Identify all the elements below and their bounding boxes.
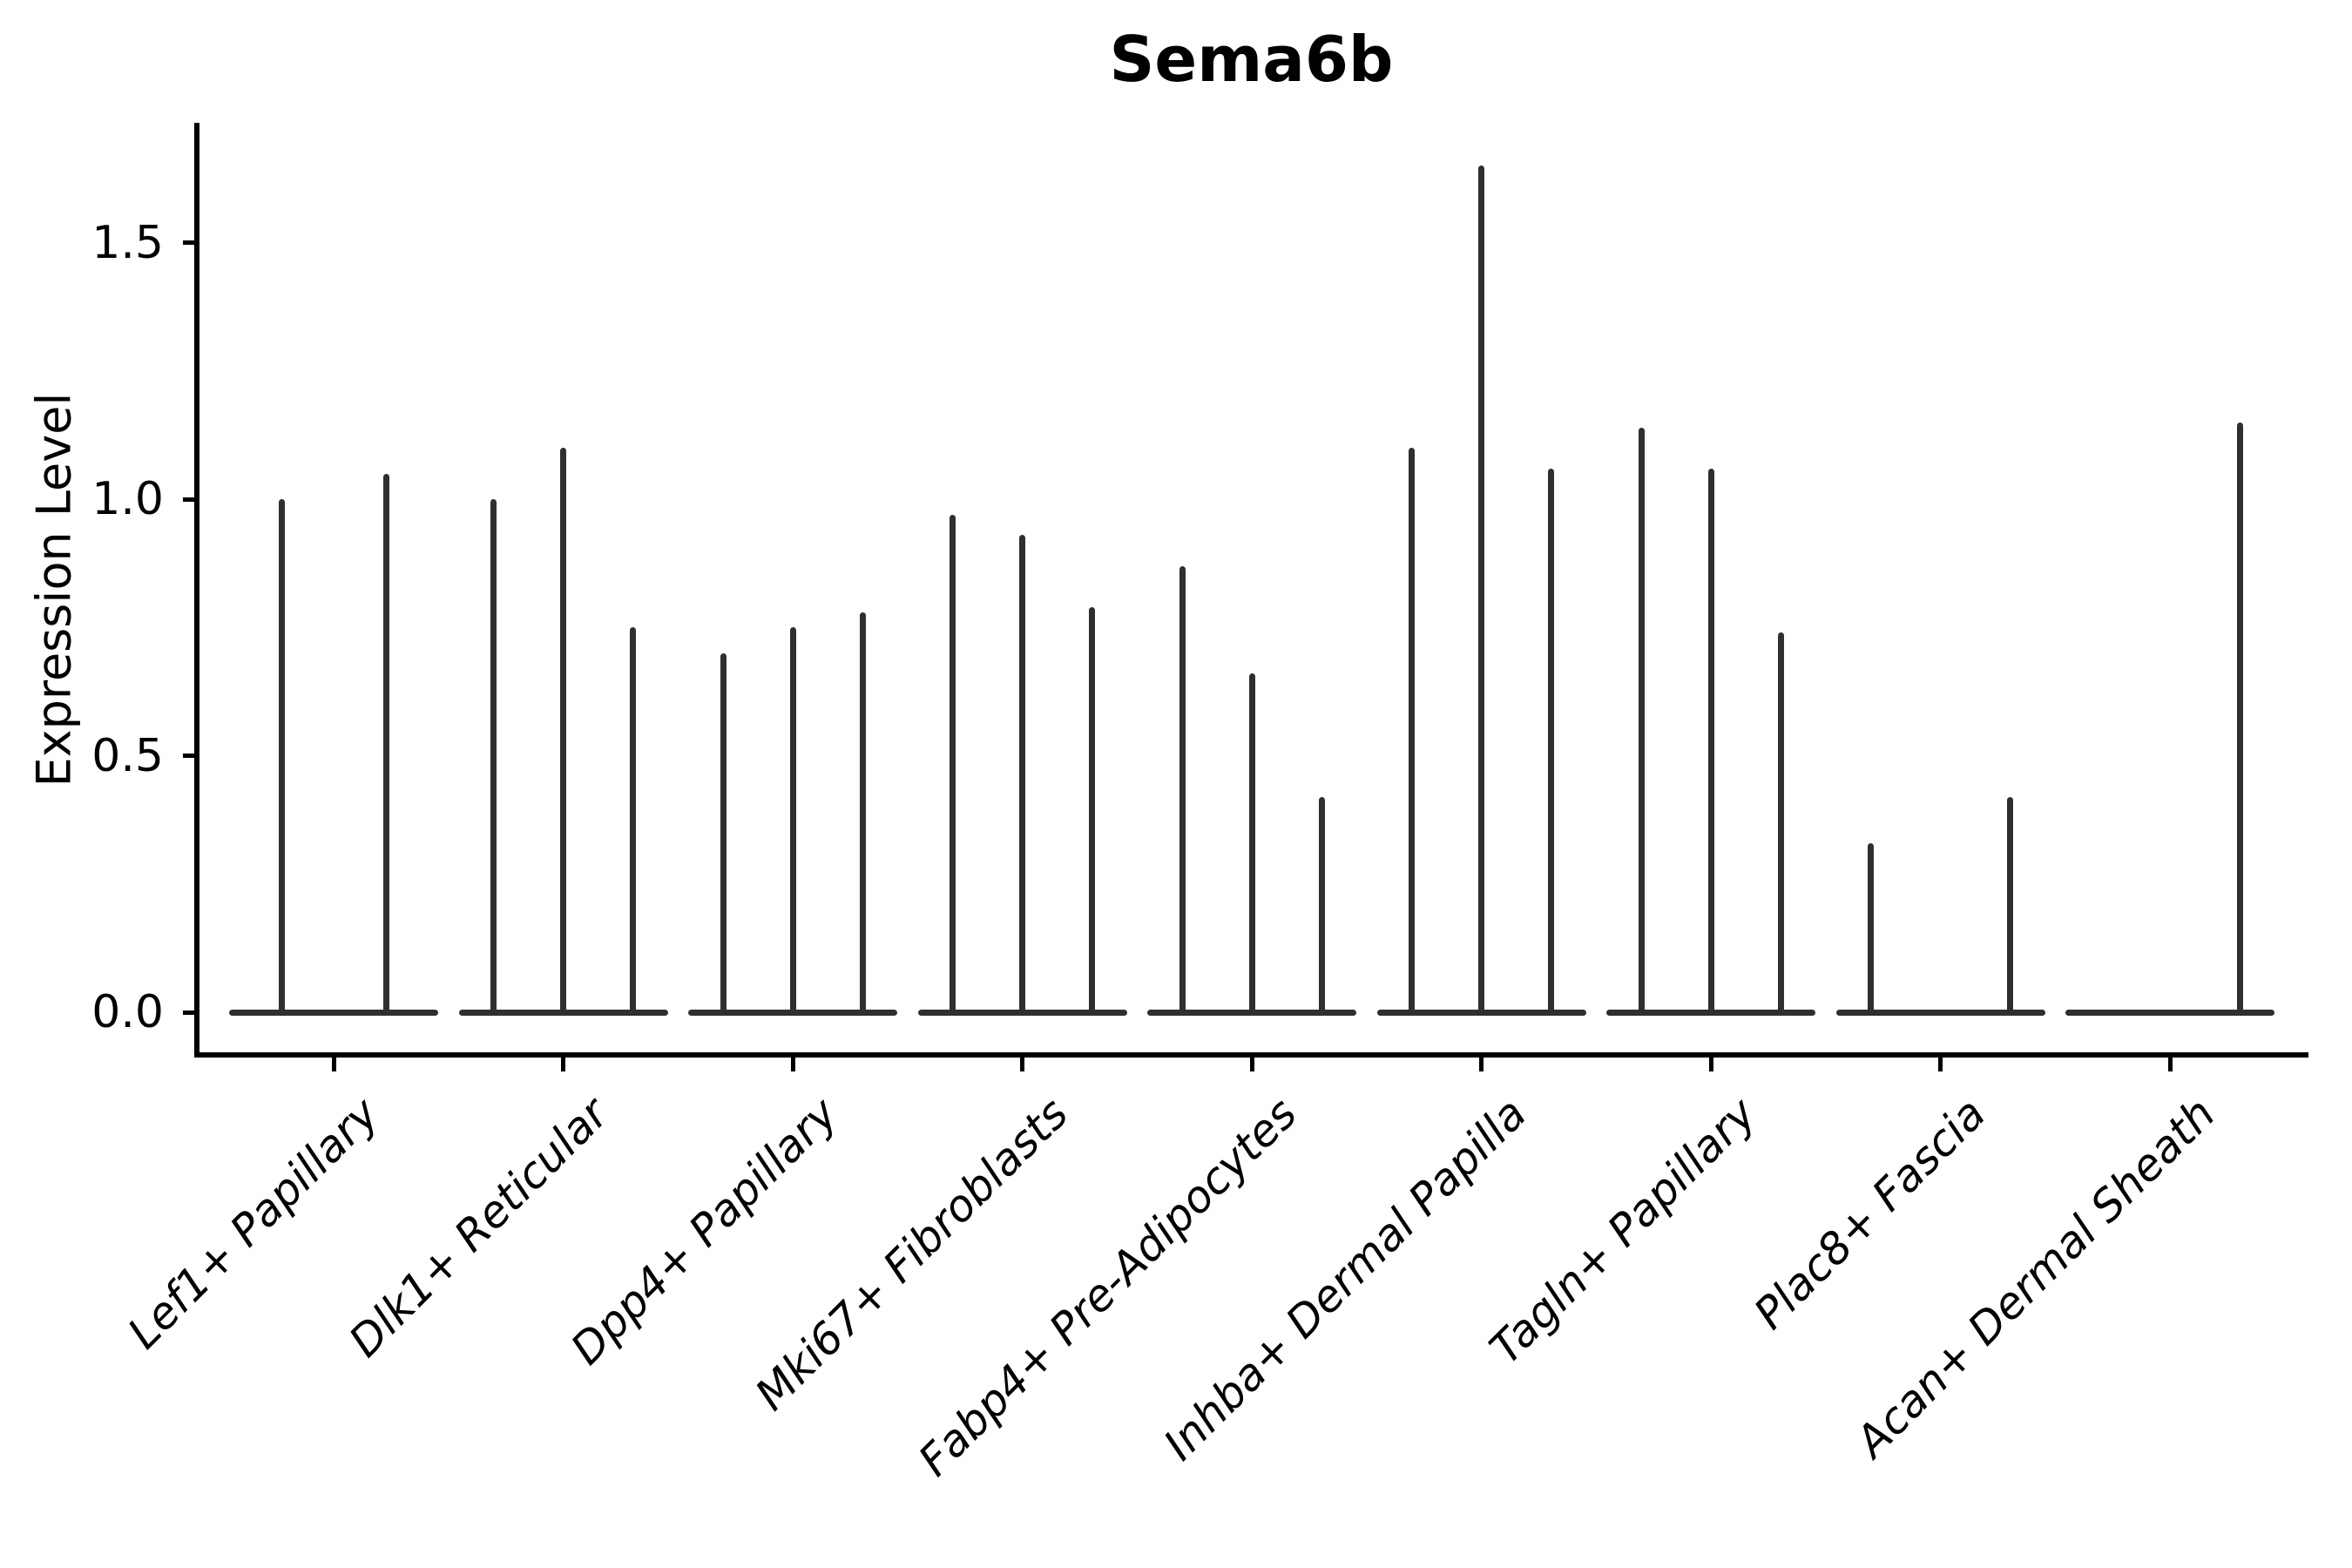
x-tick-label: Plac8+ Fascia xyxy=(1744,1088,1996,1340)
violin-spike xyxy=(1707,468,1714,1016)
violin-spike xyxy=(1318,796,1325,1016)
y-tick-label: 1.0 xyxy=(91,473,164,525)
violin-spike xyxy=(382,473,389,1016)
violin-zero-baseline xyxy=(2065,1010,2274,1016)
violin-spike xyxy=(2007,796,2013,1016)
x-tick-mark xyxy=(2167,1058,2173,1071)
violin-spike xyxy=(490,499,497,1016)
violin-spike xyxy=(859,612,866,1016)
violin-zero-baseline xyxy=(1835,1010,2045,1016)
x-tick-mark xyxy=(1249,1058,1254,1071)
violin-spike xyxy=(720,652,727,1016)
violin-spike xyxy=(1089,606,1095,1016)
violin-spike xyxy=(630,627,636,1016)
y-tick-mark xyxy=(183,1010,194,1015)
violin-spike xyxy=(1548,468,1554,1016)
violin-spike xyxy=(1248,673,1255,1016)
violin-spike xyxy=(1179,565,1186,1016)
x-tick-label: Lef1+ Papillary xyxy=(118,1088,389,1359)
x-tick-mark xyxy=(561,1058,565,1071)
violin-spike xyxy=(1638,427,1645,1016)
violin-spike xyxy=(1478,166,1484,1016)
violin-spike xyxy=(1868,842,1874,1016)
x-axis-spine xyxy=(194,1052,2308,1058)
violin-zero-baseline xyxy=(229,1010,438,1016)
x-tick-mark xyxy=(790,1058,795,1071)
violin-spike xyxy=(1409,448,1415,1016)
y-tick-label: 0.0 xyxy=(91,986,164,1038)
violin-spike xyxy=(560,448,566,1016)
y-axis-spine xyxy=(194,123,199,1058)
violin-spike xyxy=(1777,632,1784,1016)
y-axis-label: Expression Level xyxy=(26,392,82,787)
x-tick-mark xyxy=(1020,1058,1024,1071)
y-tick-label: 1.5 xyxy=(91,216,164,269)
x-tick-label: Dlk1+ Reticular xyxy=(339,1088,618,1367)
x-tick-mark xyxy=(1938,1058,1943,1071)
y-tick-mark xyxy=(183,240,194,245)
x-tick-mark xyxy=(331,1058,336,1071)
x-tick-label: Fabp4+ Pre-Adipocytes xyxy=(909,1088,1308,1486)
x-tick-mark xyxy=(1479,1058,1484,1071)
y-tick-label: 0.5 xyxy=(91,729,164,782)
violin-spike xyxy=(789,627,796,1016)
chart-title: Sema6b xyxy=(1109,23,1394,96)
violin-spike xyxy=(278,499,285,1016)
y-tick-mark xyxy=(183,497,194,502)
violin-spike xyxy=(2236,422,2243,1016)
violin-spike xyxy=(1019,535,1025,1016)
y-tick-mark xyxy=(183,754,194,758)
violin-spike xyxy=(950,514,956,1016)
x-tick-mark xyxy=(1708,1058,1713,1071)
